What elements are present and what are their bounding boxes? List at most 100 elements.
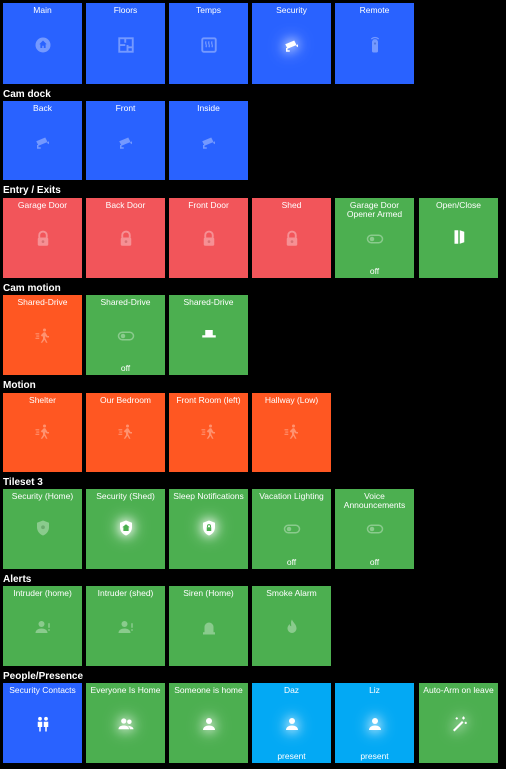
floorplan-icon [115, 34, 137, 56]
people-tile-security-contacts[interactable]: Security Contacts [3, 683, 82, 763]
tile-label: Back [33, 103, 52, 113]
shield-lock-icon [198, 517, 220, 539]
cam-motion-tile-3[interactable]: Shared-Drive [169, 295, 248, 375]
person-icon [198, 713, 220, 735]
cam-tile-inside[interactable]: Inside [169, 101, 248, 180]
section-title-alerts: Alerts [3, 574, 32, 585]
tile-label: Security (Home) [11, 491, 74, 501]
group-icon [115, 713, 137, 735]
entry-tile-back-door[interactable]: Back Door [86, 198, 165, 278]
tile-label: Security (Shed) [96, 491, 155, 501]
siren-icon [198, 616, 220, 638]
people-tile-someone-home[interactable]: Someone is home [169, 683, 248, 763]
remote-icon [364, 34, 386, 56]
nav-tile-remote[interactable]: Remote [335, 3, 414, 84]
tile-label: Voice Announcements [343, 491, 406, 510]
tile-label: Vacation Lighting [259, 491, 324, 501]
nav-tile-label: Floors [113, 5, 138, 15]
nav-tile-main[interactable]: Main [3, 3, 82, 84]
tile-label: Front Room (left) [176, 395, 241, 405]
tile-label: Security Contacts [9, 685, 76, 695]
tileset3-tile-security-home[interactable]: Security (Home) [3, 489, 82, 569]
motion-tile-hallway[interactable]: Hallway (Low) [252, 393, 331, 472]
entry-tile-garage-opener-armed[interactable]: Garage Door Opener Armed off [335, 198, 414, 278]
people-tile-liz[interactable]: Liz present [335, 683, 414, 763]
tile-label: Shelter [29, 395, 56, 405]
section-title-motion: Motion [3, 380, 36, 391]
entry-tile-shed[interactable]: Shed [252, 198, 331, 278]
entry-tile-front-door[interactable]: Front Door [169, 198, 248, 278]
tile-label: Intruder (home) [13, 588, 72, 598]
toggle-icon [281, 518, 303, 540]
tile-label: Garage Door Opener Armed [346, 200, 403, 219]
tile-label: Siren (Home) [183, 588, 234, 598]
tile-label: Hallway (Low) [264, 395, 319, 405]
tile-label: Auto-Arm on leave [423, 685, 494, 695]
tile-label: Shared-Drive [17, 297, 68, 307]
lock-icon [281, 228, 303, 250]
cam-motion-tile-2[interactable]: Shared-Drive off [86, 295, 165, 375]
tile-state: off [120, 363, 131, 373]
nav-tile-floors[interactable]: Floors [86, 3, 165, 84]
tile-label: Shared-Drive [100, 297, 151, 307]
cctv-icon [115, 131, 137, 153]
alert-tile-smoke-alarm[interactable]: Smoke Alarm [252, 586, 331, 666]
hat-icon [198, 322, 220, 344]
motion-icon [32, 325, 54, 347]
tileset3-tile-sleep-notifications[interactable]: Sleep Notifications [169, 489, 248, 569]
alert-tile-siren-home[interactable]: Siren (Home) [169, 586, 248, 666]
person-alert-icon [115, 616, 137, 638]
cam-tile-front[interactable]: Front [86, 101, 165, 180]
entry-tile-open-close[interactable]: Open/Close [419, 198, 498, 278]
section-title-entry: Entry / Exits [3, 185, 61, 196]
lock-icon [32, 228, 54, 250]
motion-tile-our-bedroom[interactable]: Our Bedroom [86, 393, 165, 472]
tile-label: Open/Close [436, 200, 481, 210]
nav-tile-label: Remote [359, 5, 390, 15]
nav-tile-temps[interactable]: Temps [169, 3, 248, 84]
motion-tile-front-room[interactable]: Front Room (left) [169, 393, 248, 472]
section-title-tileset3: Tileset 3 [3, 477, 43, 488]
tile-label: Shed [281, 200, 302, 210]
alert-tile-intruder-shed[interactable]: Intruder (shed) [86, 586, 165, 666]
toggle-icon [115, 325, 137, 347]
lock-icon [198, 228, 220, 250]
tile-label: Liz [369, 685, 380, 695]
shield-icon [32, 517, 54, 539]
magic-wand-icon [448, 713, 470, 735]
motion-icon [281, 421, 303, 443]
tile-label: Daz [283, 685, 300, 695]
cam-motion-tile-1[interactable]: Shared-Drive [3, 295, 82, 375]
people-icon [32, 713, 54, 735]
people-tile-daz[interactable]: Daz present [252, 683, 331, 763]
tile-label: Someone is home [174, 685, 243, 695]
nav-tile-label: Security [276, 5, 307, 15]
motion-tile-shelter[interactable]: Shelter [3, 393, 82, 472]
alert-tile-intruder-home[interactable]: Intruder (home) [3, 586, 82, 666]
section-title-cam-motion: Cam motion [3, 283, 61, 294]
motion-icon [115, 421, 137, 443]
tile-label: Inside [197, 103, 220, 113]
motion-icon [32, 421, 54, 443]
lock-icon [115, 228, 137, 250]
people-tile-everyone-home[interactable]: Everyone Is Home [86, 683, 165, 763]
tileset3-tile-security-shed[interactable]: Security (Shed) [86, 489, 165, 569]
entry-tile-garage-door[interactable]: Garage Door [3, 198, 82, 278]
tile-label: Sleep Notifications [173, 491, 244, 501]
tile-label: Back Door [105, 200, 146, 210]
tile-state: present [277, 751, 306, 761]
person-icon [281, 713, 303, 735]
tile-label: Front Door [188, 200, 229, 210]
section-title-people: People/Presence [3, 671, 84, 682]
people-tile-auto-arm[interactable]: Auto-Arm on leave [419, 683, 498, 763]
nav-tile-security[interactable]: Security [252, 3, 331, 84]
person-alert-icon [32, 616, 54, 638]
tile-label: Garage Door [17, 200, 68, 210]
tile-state: present [360, 751, 389, 761]
tileset3-tile-voice-announcements[interactable]: Voice Announcements off [335, 489, 414, 569]
tile-state: off [286, 557, 297, 567]
cam-tile-back[interactable]: Back [3, 101, 82, 180]
tile-label: Everyone Is Home [90, 685, 161, 695]
door-open-icon [448, 226, 470, 248]
tileset3-tile-vacation-lighting[interactable]: Vacation Lighting off [252, 489, 331, 569]
